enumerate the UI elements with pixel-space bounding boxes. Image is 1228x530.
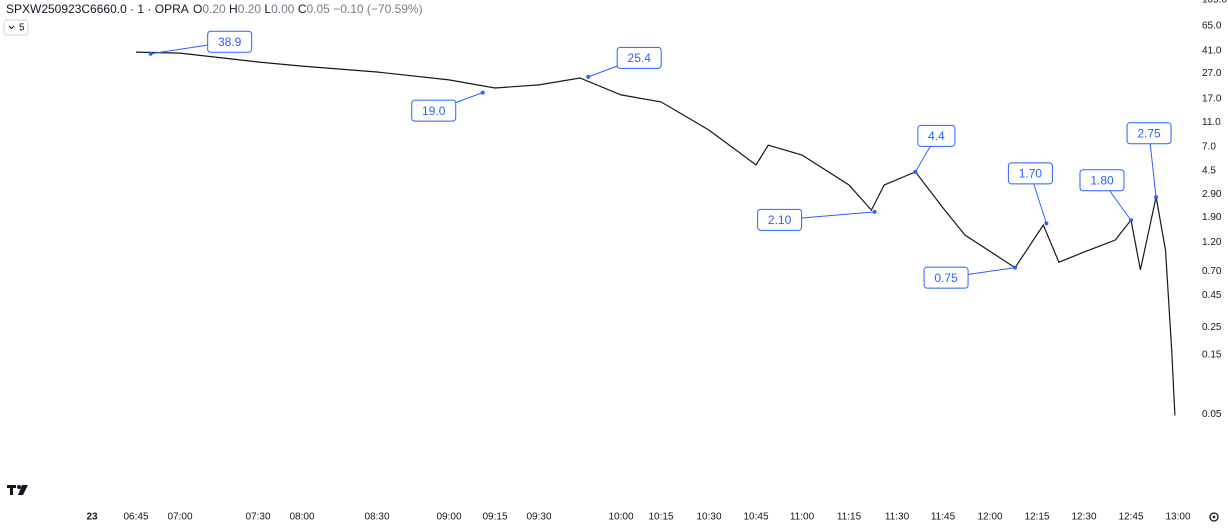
x-tick-label: 12:45 xyxy=(1118,512,1143,523)
y-tick-label: 4.5 xyxy=(1202,165,1216,176)
x-tick-label: 08:00 xyxy=(289,512,314,523)
annotation-box xyxy=(757,208,803,231)
annotation-point xyxy=(1013,265,1018,270)
y-tick-label: 1.20 xyxy=(1202,237,1222,248)
x-tick-label: 07:30 xyxy=(245,512,270,523)
y-tick-label: 0.45 xyxy=(1202,290,1222,301)
settings-icon[interactable] xyxy=(1209,512,1219,522)
annotation-label: 2.10 xyxy=(768,213,792,227)
x-tick-label: 09:00 xyxy=(436,512,461,523)
x-tick-label: 12:15 xyxy=(1024,512,1049,523)
y-tick-label: 7.0 xyxy=(1202,141,1216,152)
x-tick-label: 09:30 xyxy=(526,512,551,523)
x-tick-label: 11:00 xyxy=(790,512,815,523)
tv-logo xyxy=(7,485,28,495)
symbol: SPXW250923C6660.0 · 1 · OPRA xyxy=(6,2,189,16)
annotation-label: 1.80 xyxy=(1090,173,1114,187)
o-label: O xyxy=(193,2,202,16)
x-tick-label: 10:30 xyxy=(696,512,721,523)
annotation-box xyxy=(1007,162,1053,185)
annotation-label: 2.75 xyxy=(1137,126,1161,140)
chevron xyxy=(8,25,15,30)
annotation-point xyxy=(872,209,877,214)
annotation-point xyxy=(1154,195,1159,200)
y-tick-label: 0.70 xyxy=(1202,266,1222,277)
annotation-label: 25.4 xyxy=(628,51,652,65)
annotation-point xyxy=(913,169,918,174)
x-tick-label: 12:30 xyxy=(1071,512,1096,523)
change: −0.10 (−70.59%) xyxy=(333,2,422,16)
interval-value: 5 xyxy=(19,23,25,34)
x-tick-label: 12:00 xyxy=(977,512,1002,523)
annotation-label: 0.75 xyxy=(934,271,958,285)
y-tick-label: 65.0 xyxy=(1202,21,1222,32)
annotation-box xyxy=(411,99,457,122)
y-tick-label: 11.0 xyxy=(1202,117,1221,128)
y-tick-label: 0.15 xyxy=(1202,349,1222,360)
annotation-label: 38.9 xyxy=(218,35,242,49)
y-tick-label: 0.05 xyxy=(1202,409,1222,420)
h: 0.20 xyxy=(238,2,262,16)
ohlc: O0.20 H0.20 L0.00 C0.05 −0.10 (−70.59%) xyxy=(193,2,423,16)
x-tick-label: 23 xyxy=(86,512,98,523)
x-tick-label: 11:30 xyxy=(885,512,910,523)
x-tick-label: 09:15 xyxy=(482,512,507,523)
c-label: C xyxy=(298,2,307,16)
annotation-label: 1.70 xyxy=(1019,167,1043,181)
annotation-box xyxy=(616,46,662,69)
x-tick-label: 07:00 xyxy=(167,512,192,523)
y-tick-label: 17.0 xyxy=(1202,93,1222,104)
annotation-point xyxy=(148,51,153,56)
l: 0.00 xyxy=(271,2,295,16)
annotation-box xyxy=(1126,122,1172,145)
x-tick-label: 11:15 xyxy=(837,512,862,523)
annotation-box xyxy=(207,30,253,53)
interval-button[interactable] xyxy=(3,19,29,36)
y-tick-label: 27.0 xyxy=(1202,68,1222,79)
annotation-point xyxy=(586,74,591,79)
annotation-label: 4.4 xyxy=(928,129,945,143)
annotation-point xyxy=(1129,218,1133,223)
l-label: L xyxy=(264,2,271,16)
annotation-label: 19.0 xyxy=(422,104,446,118)
annotation-point xyxy=(1044,221,1049,226)
y-tick-label: 2.90 xyxy=(1202,189,1222,200)
x-tick-label: 10:00 xyxy=(608,512,633,523)
x-tick-label: 11:45 xyxy=(931,512,956,523)
annotation-box xyxy=(1079,169,1125,192)
annotation-box xyxy=(923,266,969,289)
y-tick-label: 105.0 xyxy=(1202,0,1227,6)
annotation-box xyxy=(917,124,956,147)
h-label: H xyxy=(229,2,238,16)
x-tick-label: 06:45 xyxy=(123,512,148,523)
x-tick-label: 10:45 xyxy=(743,512,768,523)
y-tick-label: 41.0 xyxy=(1202,46,1222,57)
x-tick-label: 13:00 xyxy=(1165,512,1190,523)
c: 0.05 xyxy=(306,2,330,16)
y-tick-label: 0.25 xyxy=(1202,322,1222,333)
x-tick-label: 08:30 xyxy=(364,512,389,523)
y-tick-label: 1.90 xyxy=(1202,212,1222,223)
annotation-point xyxy=(480,90,485,95)
x-tick-label: 10:15 xyxy=(648,512,673,523)
price-line xyxy=(135,51,1176,416)
o: 0.20 xyxy=(202,2,226,16)
